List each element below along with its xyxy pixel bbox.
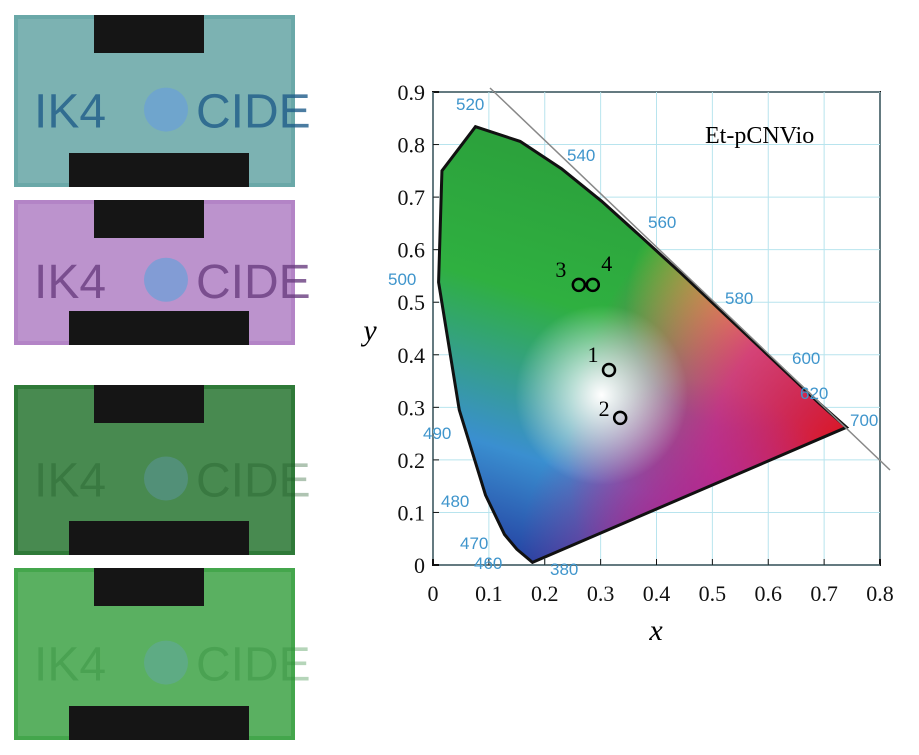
y-tick-label: 0.3 <box>398 395 426 420</box>
wavelength-label: 490 <box>423 424 451 443</box>
photo-logo <box>144 87 188 132</box>
photo-logo <box>144 456 188 501</box>
y-tick-label: 0.7 <box>398 185 426 210</box>
photo-text: CIDE <box>196 639 311 692</box>
photo-text: CIDE <box>196 86 311 139</box>
wavelength-label: 480 <box>441 492 469 511</box>
wavelength-label: 470 <box>460 534 488 553</box>
clip <box>69 706 249 740</box>
wavelength-label: 580 <box>725 289 753 308</box>
spectral-locus <box>437 124 850 565</box>
clip <box>94 385 204 423</box>
point <box>571 277 587 293</box>
x-tick-label: 0.3 <box>587 581 615 606</box>
x-tick-label: 0.6 <box>755 581 783 606</box>
x-axis-label: x <box>648 614 663 647</box>
wavelength-label: 500 <box>388 270 416 289</box>
x-tick-label: 0.5 <box>699 581 727 606</box>
y-tick-label: 0.5 <box>398 290 426 315</box>
wavelength-label: 380 <box>550 560 578 579</box>
point <box>585 277 601 293</box>
clip <box>69 521 249 555</box>
point-label: 1 <box>588 342 599 367</box>
point-label: 3 <box>555 257 566 282</box>
clip <box>69 153 249 187</box>
photo-text: IK4 <box>34 256 106 309</box>
point <box>601 362 617 378</box>
clip <box>94 15 204 53</box>
point-label: 2 <box>599 396 610 421</box>
photo-logo <box>144 257 188 302</box>
x-tick-label: 0.8 <box>866 581 894 606</box>
wavelength-label: 460 <box>474 554 502 573</box>
photo-text: IK4 <box>34 639 106 692</box>
wavelength-label: 620 <box>800 384 828 403</box>
wavelength-label: 560 <box>648 213 676 232</box>
y-tick-label: 0.2 <box>398 448 426 473</box>
y-tick-label: 0 <box>414 553 425 578</box>
y-tick-label: 0.8 <box>398 133 426 158</box>
x-tick-label: 0.1 <box>475 581 503 606</box>
point <box>612 410 628 426</box>
wavelength-label: 700 <box>850 411 878 430</box>
photo-text: CIDE <box>196 455 311 508</box>
x-tick-label: 0.7 <box>810 581 838 606</box>
y-axis-label: y <box>360 314 377 347</box>
y-tick-label: 0.1 <box>398 500 426 525</box>
photo-text: IK4 <box>34 86 106 139</box>
clip <box>94 200 204 238</box>
wavelength-label: 540 <box>567 146 595 165</box>
y-tick-label: 0.9 <box>398 80 426 105</box>
x-tick-label: 0.2 <box>531 581 559 606</box>
reference-line <box>489 87 891 471</box>
wavelength-label: 520 <box>456 95 484 114</box>
y-tick-label: 0.4 <box>398 343 426 368</box>
photo-text: IK4 <box>34 455 106 508</box>
x-tick-label: 0 <box>428 581 439 606</box>
clip <box>94 568 204 606</box>
x-tick-label: 0.4 <box>643 581 671 606</box>
point-label: 4 <box>601 251 612 276</box>
photos: IK4 CIDE IK4 CIDE IK4 CIDE IK4 CIDE <box>14 15 311 740</box>
clip <box>69 311 249 345</box>
photo-text: CIDE <box>196 256 311 309</box>
y-tick-label: 0.6 <box>398 238 426 263</box>
wavelength-label: 600 <box>792 349 820 368</box>
photo-logo <box>144 640 188 685</box>
annotation: Et-pCNVio <box>705 123 814 149</box>
